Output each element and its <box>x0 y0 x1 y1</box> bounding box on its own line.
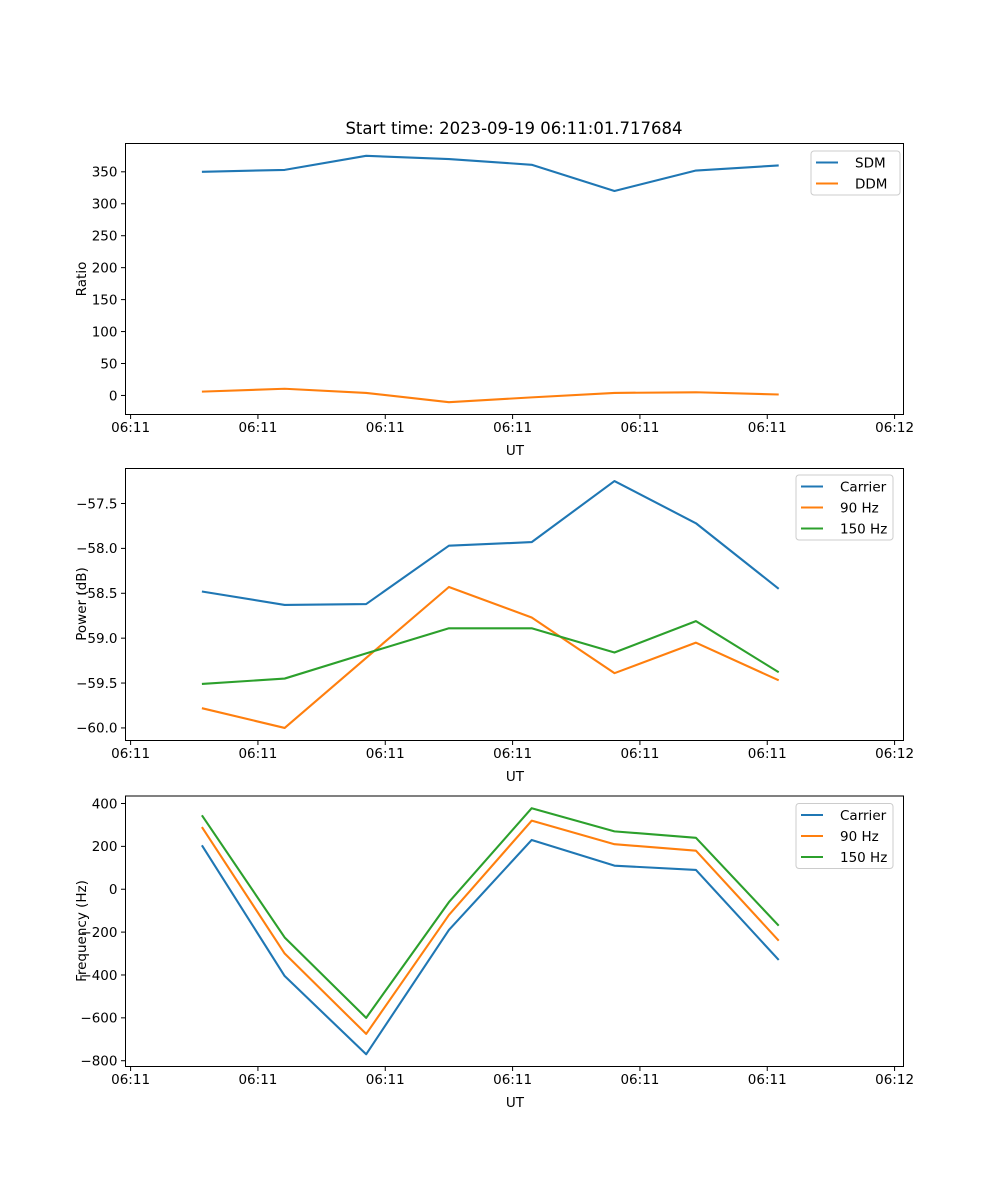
x-tick-label: 06:11 <box>748 420 787 436</box>
x-tick-label: 06:11 <box>620 1072 659 1088</box>
legend-box <box>795 803 894 869</box>
series-line-150-hz <box>201 620 780 685</box>
y-tick-label: 150 <box>92 292 118 308</box>
axes-frame <box>125 795 904 1067</box>
y-tick-label: −58.0 <box>76 541 117 557</box>
y-tick-label: −600 <box>80 1011 117 1027</box>
x-tick-label: 06:11 <box>493 746 532 762</box>
legend-label-ddm: DDM <box>855 176 887 192</box>
legend: Carrier 90 Hz 150 Hz <box>795 803 894 869</box>
x-tick-label: 06:11 <box>620 746 659 762</box>
figure-title: Start time: 2023-09-19 06:11:01.717684 <box>345 119 683 138</box>
y-tick-label: −800 <box>80 1054 117 1070</box>
y-tick-label: −60.0 <box>76 721 117 737</box>
x-tick-label: 06:11 <box>366 746 405 762</box>
series-line-carrier <box>201 838 780 1056</box>
series-line-90-hz <box>201 819 780 1035</box>
x-tick-label: 06:11 <box>366 420 405 436</box>
y-tick-label: −59.0 <box>76 631 117 647</box>
series-line-carrier <box>201 480 780 606</box>
series-line-sdm <box>201 154 779 193</box>
x-tick-label: 06:11 <box>748 1072 787 1088</box>
y-tick-label: 50 <box>100 356 117 372</box>
legend: Carrier 90 Hz 150 Hz <box>795 474 894 541</box>
y-tick-label: −400 <box>80 968 117 984</box>
y-tick-label: −57.5 <box>76 496 117 512</box>
x-tick-label: 06:11 <box>111 420 150 436</box>
x-tick-label: 06:11 <box>238 420 277 436</box>
subplot-ratio: 06:11 06:11 06:11 06:11 06:11 06:11 06:12 0 50 10… <box>92 143 914 436</box>
legend-label-90-hz: 90 Hz <box>840 829 879 845</box>
legend-label-sdm: SDM <box>855 155 886 171</box>
y-tick-label: 0 <box>109 882 118 898</box>
y-tick-label: 350 <box>92 165 118 181</box>
axes-frame <box>125 143 904 415</box>
x-axis-label-ut-2: UT <box>505 769 525 785</box>
legend-label-carrier: Carrier <box>840 479 887 495</box>
y-tick-label: 250 <box>92 229 118 245</box>
x-tick-label: 06:12 <box>875 420 914 436</box>
x-tick-label: 06:11 <box>748 746 787 762</box>
legend: SDM DDM <box>810 150 901 196</box>
legend-box <box>795 474 894 541</box>
y-tick-label: −58.5 <box>76 586 117 602</box>
legend-label-150-hz: 150 Hz <box>840 850 887 866</box>
series-line-150-hz <box>201 807 780 1019</box>
x-tick-label: 06:11 <box>493 420 532 436</box>
subplot-power-db: 06:11 06:11 06:11 06:11 06:11 06:11 06:12 −57.5… <box>76 468 914 762</box>
x-tick-label: 06:12 <box>875 746 914 762</box>
y-tick-label: 100 <box>92 324 118 340</box>
legend-label-150-hz: 150 Hz <box>840 521 887 537</box>
x-tick-label: 06:12 <box>875 1072 914 1088</box>
x-tick-label: 06:11 <box>493 1072 532 1088</box>
y-tick-label: 200 <box>92 260 118 276</box>
y-axis-label-ratio: Ratio <box>74 261 90 297</box>
x-tick-label: 06:11 <box>366 1072 405 1088</box>
x-tick-label: 06:11 <box>111 746 150 762</box>
series-line-ddm <box>201 387 779 404</box>
x-axis-label-ut-3: UT <box>505 1095 525 1111</box>
axes-frame <box>125 468 904 741</box>
x-tick-label: 06:11 <box>238 1072 277 1088</box>
x-tick-label: 06:11 <box>111 1072 150 1088</box>
y-tick-label: 400 <box>92 796 118 812</box>
y-axis-label-frequency: Frequency (Hz) <box>74 880 90 982</box>
y-axis-label-power: Power (dB) <box>74 567 90 641</box>
subplot-frequency-hz: 06:11 06:11 06:11 06:11 06:11 06:11 06:12 400 20… <box>80 795 914 1088</box>
y-tick-label: 200 <box>92 839 118 855</box>
y-tick-label: 0 <box>109 388 118 404</box>
x-tick-label: 06:11 <box>620 420 659 436</box>
legend-label-carrier: Carrier <box>840 808 887 824</box>
x-axis-label-ut-1: UT <box>505 443 525 459</box>
x-tick-label: 06:11 <box>238 746 277 762</box>
legend-label-90-hz: 90 Hz <box>840 500 879 516</box>
y-tick-label: 300 <box>92 197 118 213</box>
series-line-90-hz <box>201 585 780 729</box>
y-tick-label: −200 <box>80 925 117 941</box>
y-tick-label: −59.5 <box>76 676 117 692</box>
